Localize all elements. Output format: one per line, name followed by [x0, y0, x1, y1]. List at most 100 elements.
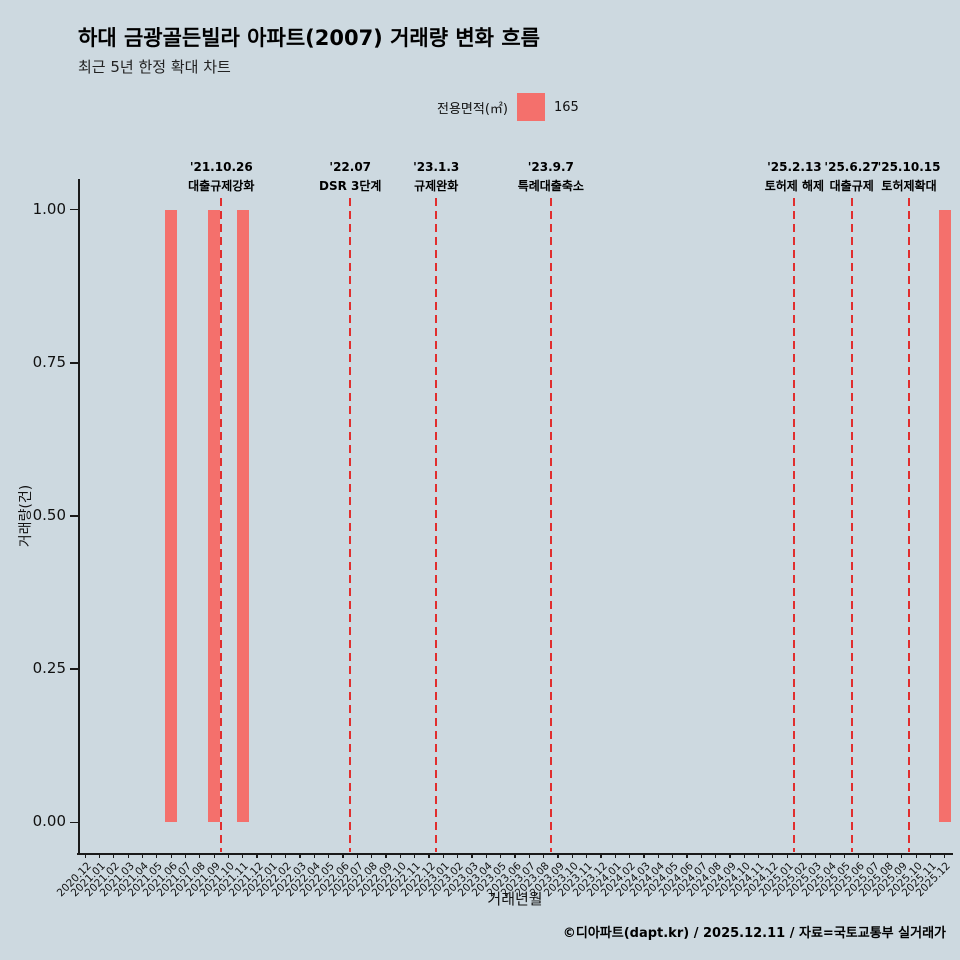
x-tick-mark — [199, 854, 201, 858]
legend-value: 165 — [553, 99, 579, 115]
x-tick-mark — [356, 854, 358, 858]
x-tick-mark — [915, 854, 917, 858]
x-tick-mark — [328, 854, 330, 858]
x-tick-mark — [242, 854, 244, 858]
y-tick-label: 0.25 — [32, 659, 66, 678]
annotation-label: 특례대출축소 — [517, 179, 584, 193]
x-tick-mark — [98, 854, 101, 858]
x-tick-mark — [629, 854, 631, 858]
bar-2021.09 — [207, 209, 221, 823]
x-tick-mark — [586, 854, 588, 858]
annotation-date: '23.1.3 — [413, 160, 460, 174]
footer-credit: ©디아파트(dapt.kr) / 2025.12.11 / 자료=국토교통부 실… — [562, 926, 946, 941]
x-tick-mark — [442, 854, 444, 858]
legend-color-swatch — [516, 93, 545, 121]
y-tick-mark — [70, 821, 78, 824]
y-tick-mark — [70, 362, 78, 364]
x-tick-mark — [800, 854, 803, 858]
y-tick-label: 0.75 — [32, 352, 66, 371]
page-title: 하대 금광골든빌라 아파트(2007) 거래량 변화 흐름 — [78, 26, 540, 50]
y-tick-mark — [70, 515, 78, 517]
x-tick-mark — [485, 854, 487, 858]
bar-2021.11 — [236, 209, 249, 823]
x-tick-mark — [141, 854, 144, 858]
annotation-label: 규제완화 — [414, 179, 459, 193]
x-tick-mark — [299, 854, 301, 858]
x-tick-mark — [743, 854, 745, 858]
x-tick-mark — [399, 854, 401, 858]
y-tick-label: 0.50 — [32, 506, 66, 524]
x-tick-mark — [944, 854, 946, 858]
annotation-line — [220, 198, 223, 852]
legend: 전용면적(㎡) 165 — [437, 92, 579, 122]
annotation-label: DSR 3단계 — [318, 179, 382, 193]
y-axis-title: 거래량(건) — [18, 484, 34, 548]
y-tick-mark — [70, 668, 78, 670]
x-tick-mark — [543, 854, 545, 858]
x-tick-mark — [457, 854, 459, 858]
x-tick-mark — [757, 854, 760, 858]
x-tick-mark — [772, 854, 774, 858]
annotation-label: 대출규제 — [829, 179, 874, 193]
annotation-date: '23.9.7 — [527, 160, 574, 174]
x-tick-mark — [528, 854, 530, 858]
annotation-date: '22.07 — [329, 160, 372, 174]
x-tick-mark — [500, 854, 502, 858]
annotation-line — [908, 198, 911, 852]
x-tick-mark — [342, 854, 344, 858]
x-tick-mark — [84, 854, 86, 858]
x-tick-mark — [313, 854, 315, 858]
x-tick-mark — [643, 854, 645, 858]
x-tick-mark — [471, 854, 473, 858]
x-tick-mark — [514, 854, 516, 858]
annotation-line — [435, 198, 438, 852]
x-tick-mark — [858, 854, 860, 858]
x-tick-mark — [700, 854, 702, 858]
x-tick-mark — [285, 854, 287, 858]
annotation-date: '25.2.13 — [767, 160, 822, 174]
x-tick-mark — [901, 854, 903, 858]
x-tick-mark — [843, 854, 846, 858]
annotation-label: 토허제 해제 — [764, 179, 825, 193]
x-axis-title: 거래년월 — [487, 890, 543, 908]
x-tick-mark — [815, 854, 817, 858]
y-axis-spine — [78, 179, 80, 853]
x-tick-mark — [385, 854, 387, 858]
x-tick-mark — [600, 854, 602, 858]
x-tick-mark — [657, 854, 659, 858]
x-tick-mark — [156, 854, 158, 858]
annotation-label: 대출규제강화 — [188, 179, 255, 193]
bar-2025.12 — [938, 209, 952, 823]
y-tick-label: 1.00 — [32, 199, 66, 218]
x-tick-mark — [886, 854, 889, 858]
x-tick-mark — [786, 854, 788, 858]
x-tick-mark — [113, 854, 115, 858]
annotation-date: '25.6.27 — [824, 160, 879, 174]
x-tick-mark — [428, 854, 430, 858]
x-tick-mark — [371, 854, 373, 858]
annotation-line — [349, 198, 352, 852]
x-tick-mark — [184, 854, 187, 858]
x-tick-mark — [414, 854, 416, 858]
x-tick-mark — [714, 854, 717, 858]
annotation-date: '21.10.26 — [189, 160, 253, 174]
x-tick-mark — [729, 854, 731, 858]
y-tick-label: 0.00 — [32, 812, 66, 831]
x-tick-mark — [929, 854, 932, 858]
x-tick-mark — [170, 854, 172, 858]
x-tick-mark — [270, 854, 272, 858]
x-tick-mark — [256, 854, 258, 858]
x-tick-mark — [127, 854, 129, 858]
x-tick-mark — [672, 854, 674, 858]
bar-2021.06 — [164, 209, 178, 823]
annotation-date: '25.10.15 — [877, 160, 941, 174]
x-tick-mark — [829, 854, 831, 858]
x-tick-mark — [213, 854, 215, 858]
page-subtitle: 최근 5년 한정 확대 차트 — [78, 58, 231, 76]
annotation-line — [850, 198, 853, 852]
x-tick-mark — [557, 854, 559, 858]
legend-label: 전용면적(㎡) — [437, 101, 508, 117]
annotation-label: 토허제확대 — [881, 179, 937, 193]
